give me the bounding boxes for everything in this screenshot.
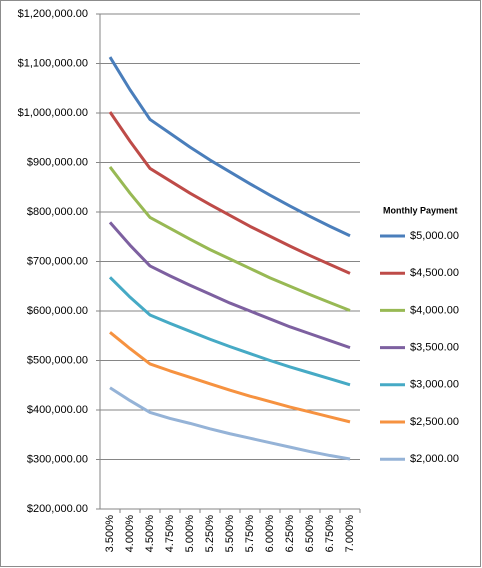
- x-tick-label: 3.500%: [104, 515, 116, 553]
- x-tick-label: 4.000%: [124, 515, 136, 553]
- series-line: [109, 386, 351, 461]
- y-tick-label: $1,200,000.00: [18, 8, 88, 20]
- series-line: [108, 276, 351, 387]
- x-tick-label: 4.500%: [144, 515, 156, 553]
- series-line: [108, 56, 351, 238]
- x-tick-label: 5.500%: [224, 515, 236, 553]
- series-line: [108, 166, 351, 312]
- x-tick-label: 6.250%: [284, 515, 296, 553]
- legend-label: $5,000.00: [410, 230, 459, 242]
- legend-label: $3,000.00: [410, 379, 459, 391]
- x-tick-label: 5.750%: [244, 515, 256, 553]
- x-tick-label: 5.250%: [204, 515, 216, 553]
- y-tick-label: $600,000.00: [27, 305, 88, 317]
- y-tick-label: $900,000.00: [27, 156, 88, 168]
- y-tick-label: $300,000.00: [27, 453, 88, 465]
- y-tick-label: $500,000.00: [27, 354, 88, 366]
- y-tick-label: $1,000,000.00: [18, 107, 88, 119]
- legend-label: $2,000.00: [410, 453, 459, 465]
- y-tick-label: $200,000.00: [27, 503, 88, 515]
- legend-label: $4,000.00: [410, 304, 459, 316]
- legend-label: $4,500.00: [410, 267, 459, 279]
- x-tick-label: 6.000%: [264, 515, 276, 553]
- y-tick-label: $400,000.00: [27, 404, 88, 416]
- x-tick-label: 7.000%: [344, 515, 356, 553]
- legend-title: Monthly Payment: [383, 205, 458, 215]
- series-line: [108, 111, 351, 275]
- series-line: [108, 221, 351, 350]
- x-tick-label: 4.750%: [164, 515, 176, 553]
- y-tick-label: $800,000.00: [27, 206, 88, 218]
- x-tick-label: 6.500%: [304, 515, 316, 553]
- y-tick-label: $1,100,000.00: [18, 57, 88, 69]
- series-line: [109, 331, 351, 424]
- legend-label: $3,500.00: [410, 342, 459, 354]
- x-tick-label: 6.750%: [324, 515, 336, 553]
- x-tick-label: 5.000%: [184, 515, 196, 553]
- y-tick-label: $700,000.00: [27, 255, 88, 267]
- legend-label: $2,500.00: [410, 416, 459, 428]
